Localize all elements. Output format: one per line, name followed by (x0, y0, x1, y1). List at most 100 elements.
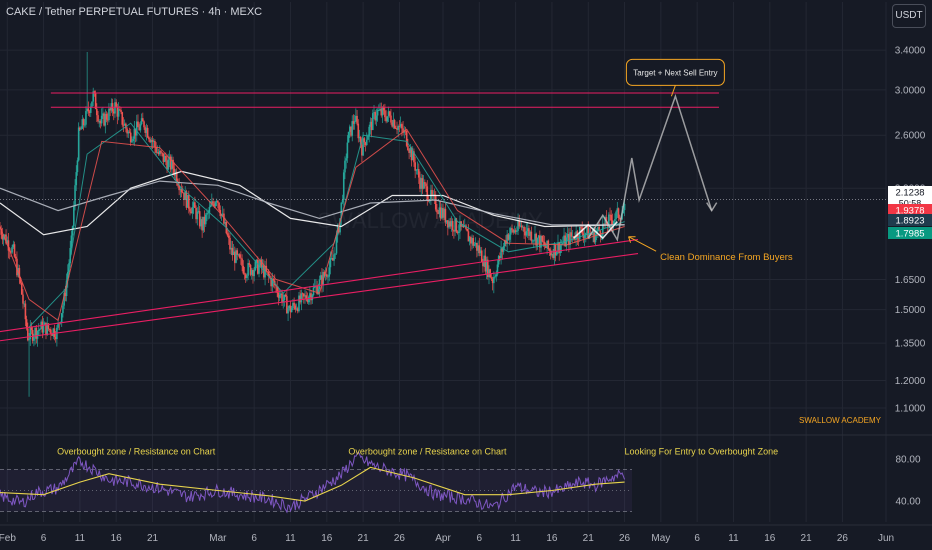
candle-body (537, 235, 540, 238)
candle-body (23, 303, 26, 305)
candle-body (587, 226, 590, 239)
candle-body (161, 152, 163, 154)
candle-body (70, 235, 73, 248)
candle-body (82, 119, 85, 126)
candle-body (230, 247, 232, 250)
candle-body (132, 138, 134, 142)
candle-body (6, 240, 9, 244)
candle-body (410, 147, 413, 161)
candle-body (471, 238, 473, 244)
candle-body (186, 195, 189, 208)
candle-body (363, 138, 366, 143)
candle-body (444, 208, 447, 223)
candle-body (539, 235, 541, 248)
candle-body (252, 270, 254, 277)
y-tick-label: 1.6500 (895, 275, 926, 286)
candle-body (519, 225, 522, 227)
candle-body (158, 150, 161, 155)
candle-body (484, 255, 487, 272)
candle-body (127, 131, 130, 134)
candle-body (69, 247, 72, 264)
candle-body (30, 327, 33, 330)
moving-average-line (0, 128, 625, 322)
candle-body (13, 244, 16, 257)
candle-body (523, 226, 525, 232)
candle-body (71, 226, 74, 236)
candle-body (165, 156, 167, 161)
candle-body (414, 162, 416, 171)
price-label-box (888, 204, 932, 216)
candle-body (422, 182, 425, 189)
currency-selector[interactable]: USDT (892, 4, 926, 28)
candle-body (299, 295, 301, 303)
candle-body (384, 110, 386, 118)
candle-body (184, 191, 186, 200)
candle-body (374, 112, 377, 121)
candle-body (403, 130, 406, 133)
candle-body (278, 294, 281, 298)
rsi-moving-average (0, 466, 625, 502)
candle-body (215, 200, 218, 203)
candle-body (349, 126, 351, 132)
candle-body (327, 276, 329, 278)
candle-body (292, 302, 294, 309)
candle-body (552, 254, 554, 259)
candle-body (454, 218, 456, 232)
candle-body (116, 106, 119, 117)
candle-body (434, 196, 437, 210)
candle-body (22, 294, 24, 304)
candle-body (120, 110, 122, 113)
x-tick-label: 26 (619, 533, 631, 544)
candle-body (611, 220, 614, 225)
rsi-tick-label: 80.00 (895, 455, 920, 466)
candle-body (549, 250, 552, 256)
candle-body (448, 221, 450, 228)
candle-body (577, 238, 580, 240)
rsi-tick-label: 40.00 (895, 497, 920, 508)
candle-body (235, 250, 237, 263)
x-tick-label: 16 (111, 533, 123, 544)
candle-body (335, 235, 338, 254)
candle-body (367, 135, 369, 140)
candle-body (612, 221, 615, 225)
candle-body (309, 293, 311, 297)
candle-body (490, 277, 493, 279)
candle-body (597, 226, 599, 232)
candle-body (355, 115, 357, 122)
candle-body (286, 296, 288, 314)
candle-body (83, 124, 86, 126)
candle-body (50, 329, 52, 334)
candle-body (287, 308, 289, 314)
candle-body (183, 192, 185, 200)
candle-body (145, 127, 148, 133)
candle-body (106, 119, 109, 121)
candle-body (559, 245, 562, 254)
candle-body (436, 209, 438, 213)
candle-body (89, 106, 92, 113)
candle-body (122, 124, 125, 126)
candle-body (62, 305, 64, 314)
x-tick-label: 16 (764, 533, 776, 544)
candle-body (361, 144, 363, 156)
candle-body (566, 233, 569, 238)
candle-body (438, 207, 441, 214)
candle-body (96, 108, 98, 116)
candle-body (257, 259, 259, 274)
candle-body (347, 131, 350, 143)
candle-body (535, 233, 537, 246)
candle-body (357, 123, 360, 139)
candle-body (208, 207, 211, 213)
candle-body (598, 226, 600, 231)
candle-body (104, 113, 107, 126)
candle-body (467, 231, 470, 242)
candle-body (212, 201, 214, 204)
candle-body (478, 245, 481, 254)
candle-body (417, 169, 420, 178)
candle-body (480, 250, 483, 263)
candle-body (191, 207, 194, 214)
candle-body (196, 211, 199, 220)
candle-body (134, 128, 137, 136)
candle-body (281, 293, 283, 303)
candle-body (342, 172, 345, 201)
